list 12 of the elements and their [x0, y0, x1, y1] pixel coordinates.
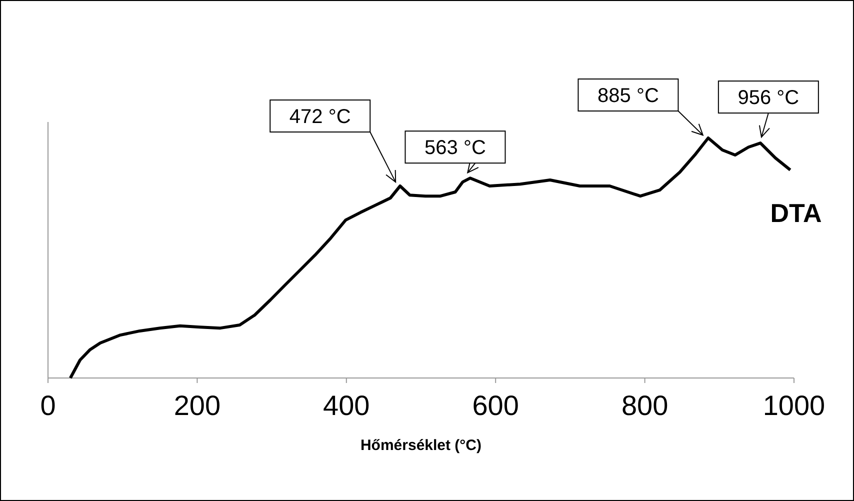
series-label: DTA — [770, 198, 822, 228]
annotation: 472 °C — [289, 106, 351, 128]
annotation: 885 °C — [598, 85, 659, 107]
annotation: 956 °C — [738, 87, 800, 110]
annotation: 563 °C — [424, 137, 486, 160]
x-tick-label: 800 — [621, 390, 668, 421]
x-tick-label: 0 — [40, 390, 56, 421]
x-tick-label: 600 — [472, 390, 519, 421]
x-tick-label: 1000 — [762, 390, 826, 421]
x-tick-label: 200 — [174, 390, 221, 421]
x-axis-title: Hőmérséklet (°C) — [360, 437, 482, 454]
x-tick-label: 400 — [323, 390, 370, 421]
